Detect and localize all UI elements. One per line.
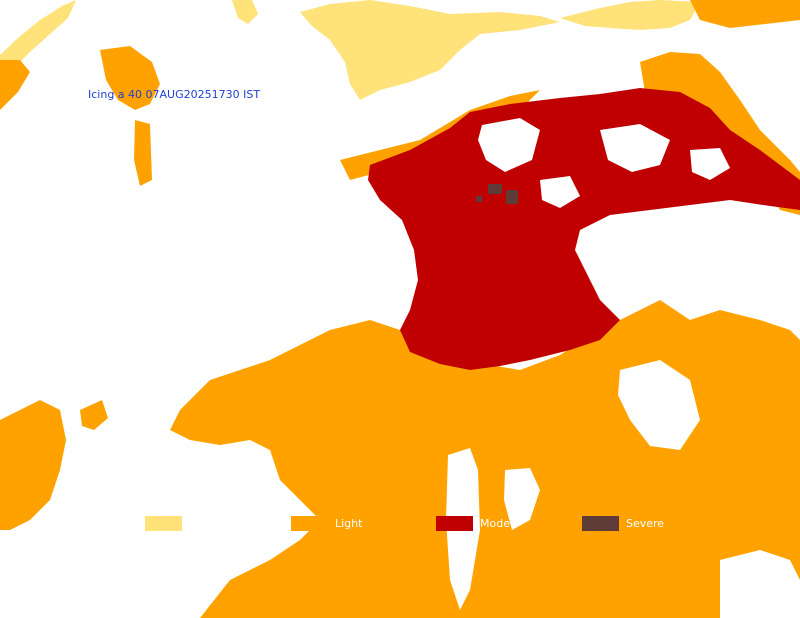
severe-spot-2 [506,190,518,204]
light-region-north-cluster [100,46,160,110]
legend-label-light: Light [335,517,363,530]
severe-spot-3 [476,196,482,202]
legend-label-severe: Severe [626,517,665,530]
trace-region-top-center [232,0,258,24]
light-region-west [0,400,66,530]
legend-swatch-light [291,516,328,531]
moderate-gap-northeast [600,124,670,172]
light-region-northwest [0,60,30,110]
moderate-gaps-layer [478,118,730,208]
light-region-southwest-small [80,400,108,430]
clear-gap-south-2 [504,468,540,530]
legend-swatch-moderate [436,516,473,531]
light-region-upper-east-corner [690,0,800,28]
light-region-north-strip [134,120,152,186]
moderate-gap-north [478,118,540,172]
legend-swatch-trace [145,516,182,531]
clear-gap-east [618,360,700,450]
moderate-gap-east [690,148,730,180]
severe-icing-layer [476,184,518,204]
legend-label-moderate: Mode [480,517,510,530]
trace-region-northeast [560,0,700,30]
trace-region-north [300,0,560,100]
map-title: Icing a 40 07AUG20251730 IST [88,88,261,101]
moderate-gap-center [540,176,580,208]
severe-spot-1 [488,184,502,194]
legend-swatch-severe [582,516,619,531]
clear-gap-southeast [720,550,800,618]
